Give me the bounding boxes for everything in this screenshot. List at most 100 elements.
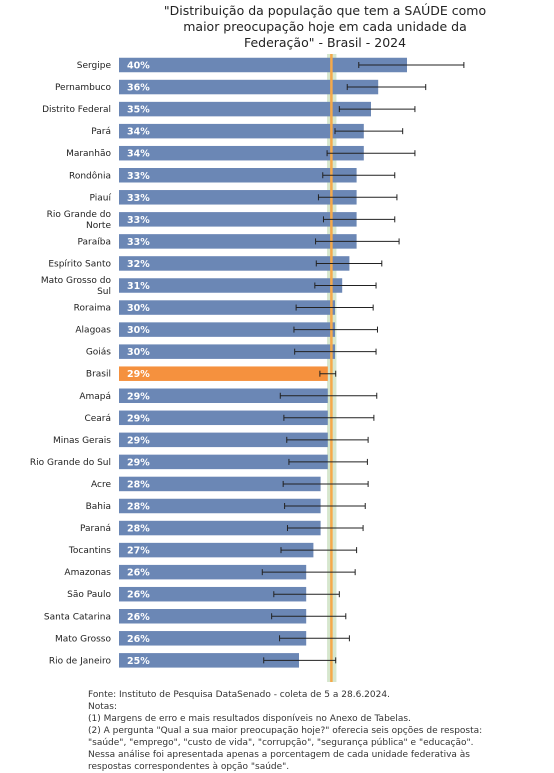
chart-title: "Distribuição da população que tem a SAÚ…	[163, 3, 487, 50]
category-label-21: Bahia	[86, 502, 111, 512]
category-label-12: Roraima	[74, 304, 111, 314]
bar-6	[119, 168, 357, 183]
value-label-26: 26%	[127, 612, 150, 623]
bar-2	[119, 79, 379, 95]
error-bar-12	[295, 304, 374, 311]
error-bar-18	[286, 436, 369, 443]
value-label-1: 40%	[127, 61, 150, 72]
bar-27	[119, 631, 307, 646]
error-bar-15	[319, 370, 337, 377]
error-bar-17	[283, 414, 375, 421]
bar-16	[119, 388, 328, 403]
value-label-4: 34%	[127, 127, 150, 138]
error-bar-9	[315, 238, 400, 245]
bar-26	[119, 609, 307, 624]
category-label-19: Rio Grande do Sul	[30, 458, 111, 468]
bar-14	[119, 344, 335, 359]
value-label-9: 33%	[127, 237, 150, 248]
bar-13	[119, 322, 335, 337]
error-bar-10	[315, 260, 383, 267]
bar-25	[119, 586, 307, 602]
bar-9	[119, 234, 357, 249]
bar-5	[119, 145, 364, 161]
bar-24	[119, 564, 307, 580]
category-label-27: Mato Grosso	[55, 634, 112, 644]
category-label-22: Paraná	[80, 524, 111, 534]
category-label-4: Pará	[91, 127, 111, 137]
error-bar-7	[317, 194, 398, 201]
bar-7	[119, 190, 357, 205]
value-label-13: 30%	[127, 325, 150, 336]
bar-12	[119, 300, 335, 315]
value-label-21: 28%	[127, 502, 150, 513]
bar-8	[119, 212, 357, 227]
error-bar-22	[286, 525, 364, 532]
bar-3	[119, 101, 371, 117]
category-label-18: Minas Gerais	[53, 436, 111, 446]
bars-layer	[119, 57, 407, 668]
error-bar-5	[326, 150, 416, 157]
bar-11	[119, 278, 343, 293]
category-label-15: Brasil	[86, 370, 111, 380]
error-bar-14	[294, 348, 377, 355]
notes-heading: Notas:	[88, 702, 118, 712]
category-label-14: Goiás	[86, 348, 111, 358]
value-label-24: 26%	[127, 568, 150, 579]
error-bar-11	[314, 282, 377, 289]
value-label-3: 35%	[127, 105, 150, 116]
bar-18	[119, 432, 328, 448]
footnote: Fonte: Instituto de Pesquisa DataSenado …	[88, 689, 498, 773]
category-label-23: Tocantins	[68, 546, 111, 556]
note-2: (2) A pergunta "Qual a sua maior preocup…	[88, 726, 486, 772]
error-bar-6	[322, 172, 396, 179]
bar-21	[119, 498, 321, 514]
value-label-8: 33%	[127, 215, 150, 226]
value-label-5: 34%	[127, 149, 150, 160]
error-bar-27	[279, 635, 350, 642]
bar-22	[119, 520, 321, 536]
bar-4	[119, 123, 364, 139]
category-label-20: Acre	[91, 480, 111, 490]
category-label-6: Rondônia	[69, 170, 111, 181]
value-label-7: 33%	[127, 193, 150, 204]
note-1: (1) Margens de erro e mais resultados di…	[88, 714, 411, 724]
value-label-22: 28%	[127, 524, 150, 535]
bar-20	[119, 476, 321, 492]
value-label-23: 27%	[127, 546, 150, 557]
category-label-10: Espírito Santo	[48, 259, 111, 269]
category-label-3: Distrito Federal	[42, 105, 111, 115]
value-label-11: 31%	[127, 281, 150, 292]
bar-10	[119, 256, 350, 271]
value-label-19: 29%	[127, 457, 150, 468]
category-label-1: Sergipe	[77, 61, 112, 71]
error-bar-19	[288, 458, 368, 465]
category-label-25: São Paulo	[67, 590, 111, 600]
bar-chart: 40% Sergipe 36% Pernambuco 35% Distrito Feder…	[30, 54, 465, 682]
category-label-17: Ceará	[84, 414, 111, 424]
value-label-14: 30%	[127, 347, 150, 358]
category-label-2: Pernambuco	[55, 83, 112, 93]
value-label-20: 28%	[127, 479, 150, 490]
category-label-16: Amapá	[79, 392, 111, 402]
error-bar-2	[346, 84, 427, 91]
error-bar-4	[334, 128, 404, 135]
labels-layer: 40% Sergipe 36% Pernambuco 35% Distrito Feder…	[30, 61, 150, 667]
value-label-18: 29%	[127, 435, 150, 446]
bar-17	[119, 410, 328, 426]
value-label-16: 29%	[127, 391, 150, 402]
category-label-24: Amazonas	[64, 568, 111, 578]
value-label-28: 25%	[127, 656, 150, 667]
error-bar-23	[280, 547, 358, 554]
category-label-11: Mato Grosso do Sul	[41, 276, 112, 297]
value-label-12: 30%	[127, 303, 150, 314]
source-note: Fonte: Instituto de Pesquisa DataSenado …	[88, 690, 390, 700]
error-bars-layer	[261, 62, 465, 664]
error-bar-24	[261, 569, 356, 576]
value-label-27: 26%	[127, 634, 150, 645]
value-label-10: 32%	[127, 259, 150, 270]
value-label-2: 36%	[127, 83, 150, 94]
bar-23	[119, 542, 314, 558]
error-bar-25	[273, 591, 340, 598]
category-label-8: Rio Grande do Norte	[47, 210, 112, 231]
error-bar-8	[322, 216, 396, 223]
